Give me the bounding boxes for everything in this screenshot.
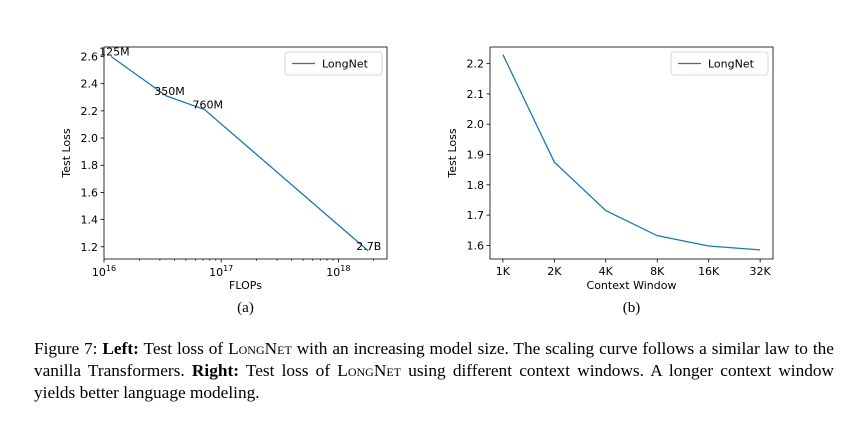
legend-box bbox=[670, 51, 769, 76]
x-tick-label: 1K bbox=[496, 265, 511, 278]
caption-right-text-2: using different context windows. A longe… bbox=[34, 361, 835, 402]
x-tick-label: 16K bbox=[698, 265, 720, 278]
y-tick-label: 1.7 bbox=[467, 209, 485, 222]
caption-right-text-1: Test loss of bbox=[245, 361, 331, 380]
legend-label: LongNet bbox=[322, 58, 369, 71]
y-tick-label: 2.1 bbox=[467, 88, 485, 101]
caption-left-text-2: with an increasing model size. The scali… bbox=[34, 339, 834, 380]
x-tick-label: 2K bbox=[547, 265, 562, 278]
chart-b: 1.6 1.7 1.8 1.9 2.0 2.1 2.2 1K 2K 4K 8K 16K 32K LongN… bbox=[446, 46, 774, 316]
chart-a: 1.2 1.4 1.6 1.8 2.0 2.2 2.4 2.6 1016 1017 1018 125M… bbox=[60, 46, 388, 316]
x-tick-label: 1018 bbox=[326, 264, 350, 279]
y-tick-label: 1.2 bbox=[81, 241, 99, 254]
figure-7: 1.2 1.4 1.6 1.8 2.0 2.2 2.4 2.6 1016 1017 1018 125M… bbox=[60, 46, 774, 316]
plot-frame bbox=[489, 46, 774, 260]
caption-model-name-1: LongNet bbox=[228, 339, 292, 358]
caption-left-label: Left: bbox=[102, 339, 139, 358]
x-tick-label: 4K bbox=[599, 265, 614, 278]
legend-label: LongNet bbox=[708, 58, 755, 71]
subfigure-label: (b) bbox=[623, 300, 641, 316]
legend-box bbox=[284, 51, 383, 76]
caption-right-label: Right: bbox=[191, 361, 239, 380]
y-tick-label: 2.2 bbox=[467, 58, 485, 71]
x-tick-label: 1017 bbox=[209, 264, 233, 279]
x-axis-label: Context Window bbox=[587, 279, 677, 292]
x-tick-label: 8K bbox=[650, 265, 665, 278]
x-tick-label: 1016 bbox=[92, 264, 116, 279]
y-tick-label: 1.6 bbox=[81, 186, 99, 199]
series-line-longnet bbox=[110, 55, 369, 252]
data-label: 350M bbox=[154, 85, 185, 98]
series-line-longnet bbox=[502, 54, 761, 251]
y-axis-label: Test Loss bbox=[446, 128, 459, 179]
y-axis-label: Test Loss bbox=[60, 128, 73, 179]
caption-model-name-2: LongNet bbox=[337, 361, 401, 380]
caption-left-text-1: Test loss of bbox=[143, 339, 224, 358]
y-tick-label: 1.8 bbox=[81, 159, 99, 172]
caption-fig-label: Figure 7: bbox=[34, 339, 98, 358]
plot-frame bbox=[103, 46, 388, 260]
y-tick-label: 1.4 bbox=[81, 214, 99, 227]
y-tick-label: 2.0 bbox=[467, 118, 485, 131]
y-tick-label: 2.6 bbox=[81, 51, 99, 64]
y-tick-label: 1.9 bbox=[467, 149, 485, 162]
data-label: 125M bbox=[99, 46, 130, 59]
data-label: 760M bbox=[192, 99, 223, 112]
y-tick-label: 2.4 bbox=[81, 78, 99, 91]
data-label: 2.7B bbox=[356, 240, 381, 253]
y-tick-label: 1.6 bbox=[467, 239, 485, 252]
subfigure-label: (a) bbox=[237, 300, 254, 316]
figure-caption: Figure 7: Left: Test loss of LongNet wit… bbox=[34, 338, 834, 404]
y-tick-label: 2.0 bbox=[81, 132, 99, 145]
y-tick-label: 2.2 bbox=[81, 105, 99, 118]
x-tick-label: 32K bbox=[750, 265, 772, 278]
y-tick-label: 1.8 bbox=[467, 179, 485, 192]
x-axis-label: FLOPs bbox=[229, 279, 262, 292]
